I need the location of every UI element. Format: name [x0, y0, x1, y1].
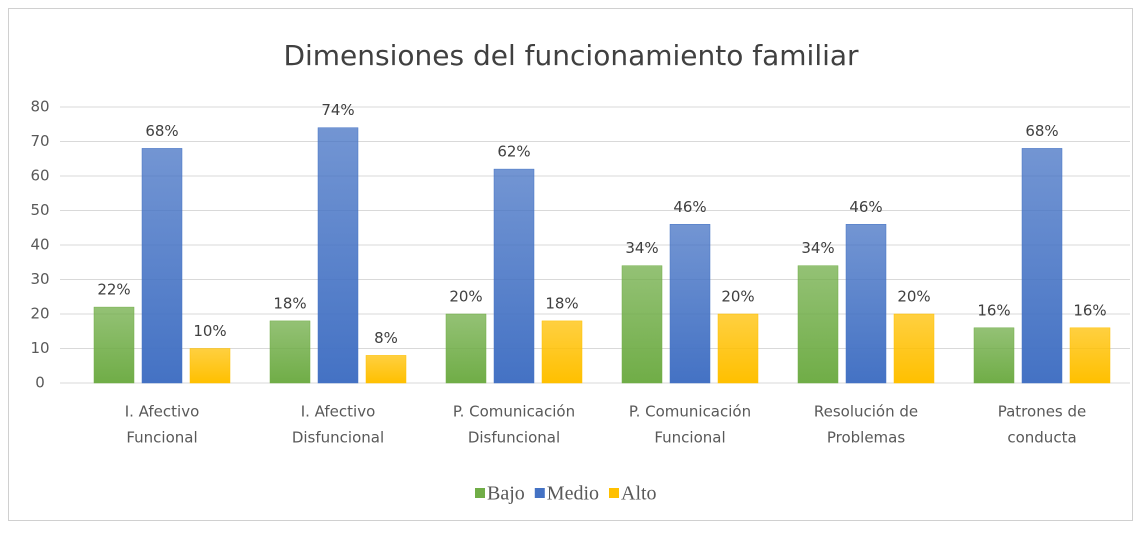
legend-label: Alto	[621, 483, 657, 505]
value-label: 46%	[673, 198, 706, 216]
y-tick-label: 30	[30, 270, 49, 288]
bar	[93, 306, 135, 384]
value-label: 34%	[801, 239, 834, 257]
value-label: 20%	[897, 288, 930, 306]
value-label: 46%	[849, 198, 882, 216]
bar	[493, 168, 535, 384]
x-tick-label: Patrones de	[998, 403, 1087, 421]
bar	[669, 224, 711, 384]
x-tick-label: Funcional	[654, 429, 725, 447]
x-tick-label: I. Afectivo	[125, 403, 200, 421]
value-label: 74%	[321, 101, 354, 119]
value-label: 62%	[497, 143, 530, 161]
bar	[621, 265, 663, 384]
bar	[973, 327, 1015, 384]
bar	[845, 224, 887, 384]
value-label: 16%	[1073, 301, 1106, 319]
y-tick-label: 10	[30, 339, 49, 357]
x-tick-label: P. Comunicación	[453, 403, 575, 421]
y-tick-label: 50	[30, 201, 49, 219]
y-tick-label: 80	[30, 98, 49, 116]
y-tick-label: 20	[30, 305, 49, 323]
bar	[189, 348, 231, 384]
value-label: 22%	[97, 281, 130, 299]
x-tick-label: Disfuncional	[468, 429, 560, 447]
x-tick-label: conducta	[1007, 429, 1076, 447]
bar	[541, 320, 583, 384]
x-tick-label: Resolución de	[814, 403, 918, 421]
bar	[445, 313, 487, 384]
chart-border	[8, 8, 1133, 521]
value-label: 20%	[449, 288, 482, 306]
y-tick-label: 0	[35, 374, 45, 392]
y-tick-label: 70	[30, 132, 49, 150]
value-label: 20%	[721, 288, 754, 306]
bar	[141, 148, 183, 384]
x-tick-label: Disfuncional	[292, 429, 384, 447]
legend-label: Bajo	[487, 483, 525, 505]
value-label: 16%	[977, 301, 1010, 319]
bar	[797, 265, 839, 384]
bar	[717, 313, 759, 384]
y-tick-label: 40	[30, 236, 49, 254]
value-label: 68%	[145, 122, 178, 140]
legend-swatch	[475, 488, 485, 498]
value-label: 34%	[625, 239, 658, 257]
x-tick-label: Funcional	[126, 429, 197, 447]
value-label: 18%	[545, 294, 578, 312]
value-label: 8%	[374, 329, 398, 347]
bar	[1021, 148, 1063, 384]
value-label: 18%	[273, 294, 306, 312]
value-label: 68%	[1025, 122, 1058, 140]
value-label: 10%	[193, 322, 226, 340]
bar	[317, 127, 359, 384]
x-tick-label: P. Comunicación	[629, 403, 751, 421]
bar	[893, 313, 935, 384]
bar	[1069, 327, 1111, 384]
bar	[365, 355, 407, 384]
legend-label: Medio	[547, 483, 599, 505]
legend-swatch	[609, 488, 619, 498]
legend-swatch	[534, 488, 545, 498]
chart-title: Dimensiones del funcionamiento familiar	[283, 39, 859, 72]
x-tick-label: Problemas	[827, 429, 906, 447]
y-tick-label: 60	[30, 167, 49, 185]
x-tick-label: I. Afectivo	[301, 403, 376, 421]
bar	[269, 320, 311, 384]
